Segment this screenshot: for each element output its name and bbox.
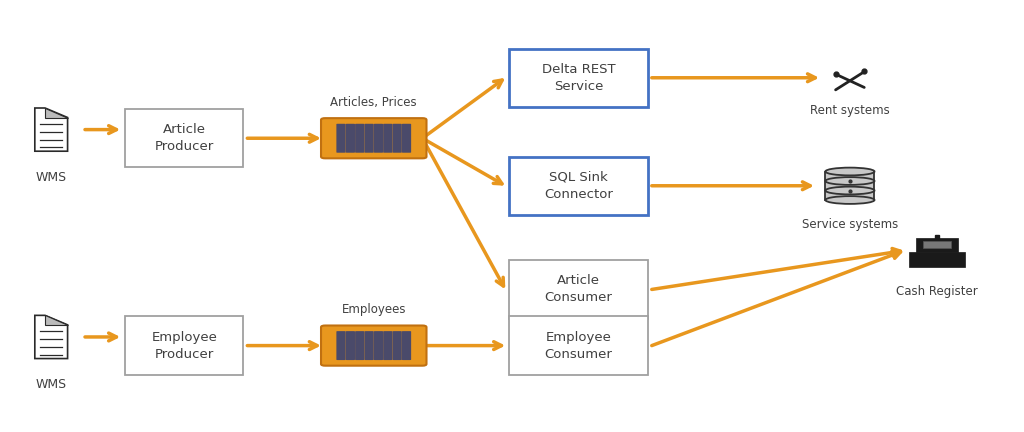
FancyBboxPatch shape — [336, 331, 346, 360]
Ellipse shape — [825, 177, 874, 185]
FancyBboxPatch shape — [509, 260, 647, 319]
Text: Cash Register: Cash Register — [896, 285, 978, 298]
FancyBboxPatch shape — [374, 331, 383, 360]
Text: Article
Producer: Article Producer — [155, 123, 214, 153]
FancyBboxPatch shape — [346, 124, 355, 153]
FancyBboxPatch shape — [322, 326, 426, 365]
FancyBboxPatch shape — [509, 157, 647, 215]
FancyBboxPatch shape — [365, 124, 374, 153]
FancyBboxPatch shape — [336, 124, 346, 153]
FancyBboxPatch shape — [355, 124, 365, 153]
FancyBboxPatch shape — [383, 331, 392, 360]
Polygon shape — [35, 315, 68, 359]
Text: Articles, Prices: Articles, Prices — [331, 96, 417, 109]
Text: Article
Consumer: Article Consumer — [545, 274, 612, 305]
FancyBboxPatch shape — [346, 331, 355, 360]
Text: WMS: WMS — [36, 171, 67, 184]
FancyBboxPatch shape — [125, 316, 244, 375]
FancyBboxPatch shape — [509, 316, 647, 375]
FancyBboxPatch shape — [365, 331, 374, 360]
Polygon shape — [825, 172, 874, 200]
FancyBboxPatch shape — [401, 331, 412, 360]
Polygon shape — [35, 108, 68, 151]
Ellipse shape — [825, 168, 874, 175]
FancyBboxPatch shape — [355, 331, 365, 360]
FancyBboxPatch shape — [915, 238, 958, 252]
Text: Employee
Producer: Employee Producer — [152, 330, 217, 361]
Text: Service systems: Service systems — [802, 218, 898, 231]
Ellipse shape — [825, 196, 874, 204]
FancyBboxPatch shape — [924, 241, 950, 248]
FancyBboxPatch shape — [383, 124, 392, 153]
FancyBboxPatch shape — [392, 331, 401, 360]
Text: SQL Sink
Connector: SQL Sink Connector — [544, 171, 613, 201]
FancyBboxPatch shape — [322, 118, 426, 158]
FancyBboxPatch shape — [401, 124, 412, 153]
Text: Employees: Employees — [342, 303, 406, 317]
Ellipse shape — [825, 187, 874, 194]
Text: WMS: WMS — [36, 378, 67, 391]
FancyBboxPatch shape — [125, 109, 244, 167]
FancyBboxPatch shape — [509, 49, 647, 107]
FancyBboxPatch shape — [909, 252, 966, 267]
Text: Delta REST
Service: Delta REST Service — [542, 63, 615, 93]
Polygon shape — [45, 108, 68, 118]
FancyBboxPatch shape — [392, 124, 401, 153]
Text: Rent systems: Rent systems — [810, 104, 890, 117]
Polygon shape — [45, 315, 68, 325]
Text: Employee
Consumer: Employee Consumer — [545, 330, 612, 361]
FancyBboxPatch shape — [374, 124, 383, 153]
